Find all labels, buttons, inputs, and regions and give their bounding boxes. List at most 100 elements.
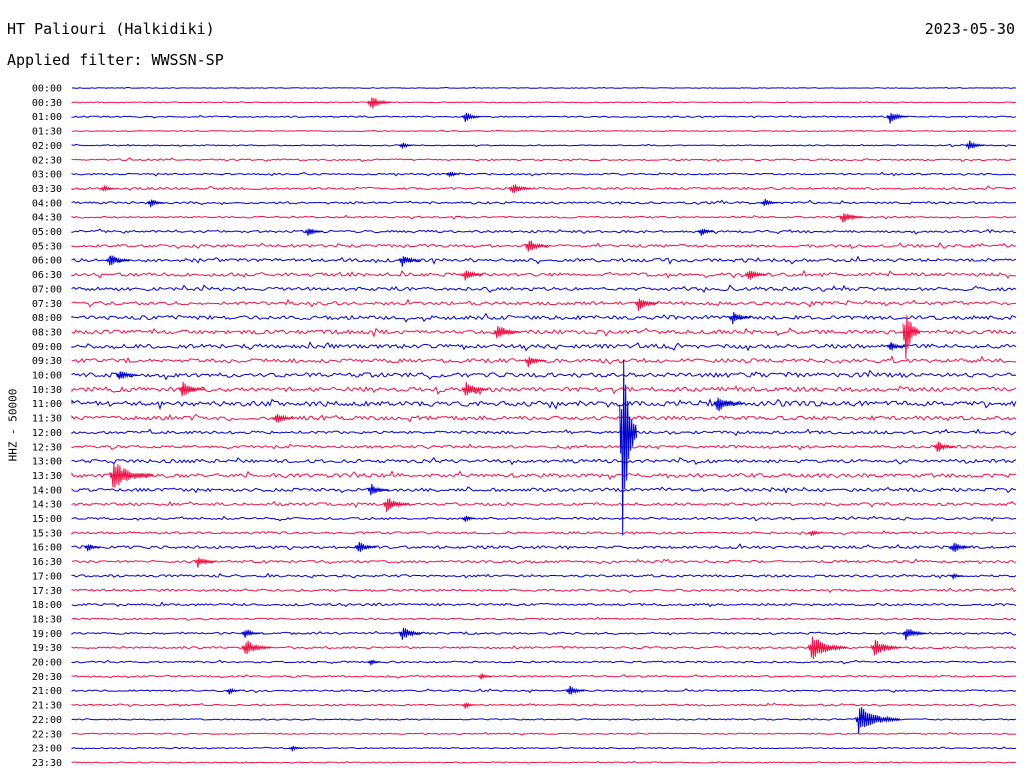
trace-row — [71, 341, 1017, 352]
event-mark — [461, 702, 476, 709]
tick-label: 03:30 — [32, 184, 62, 195]
tick-label: 15:00 — [32, 514, 62, 525]
tick-label: 06:00 — [32, 256, 62, 267]
time-label-group: 00:00 00:30 01:00 01:30 02:00 02:30 03:00 03:30… — [32, 84, 62, 769]
event-mark — [461, 112, 481, 122]
tick-label: 09:30 — [32, 356, 62, 367]
filter-label: Applied filter: WWSSN-SP — [7, 51, 224, 69]
trace-row — [71, 486, 1017, 494]
event-mark — [493, 325, 521, 339]
event-mark — [147, 199, 164, 208]
tick-label: 00:00 — [32, 84, 62, 95]
event-mark — [115, 371, 138, 380]
event-mark — [461, 515, 476, 523]
tick-label: 19:00 — [32, 629, 62, 640]
event-mark — [933, 441, 956, 452]
tick-label: 08:00 — [32, 313, 62, 324]
trace-row — [71, 760, 1017, 764]
event-mark — [398, 256, 421, 267]
event-mark — [886, 112, 909, 124]
event-mark — [619, 359, 638, 536]
tick-label: 07:30 — [32, 299, 62, 310]
tick-label: 04:30 — [32, 213, 62, 224]
trace-row — [71, 214, 1017, 220]
trace-row — [71, 369, 1017, 381]
trace-row — [71, 114, 1017, 119]
trace-row — [71, 659, 1017, 665]
tick-label: 21:30 — [32, 701, 62, 712]
trace-row — [71, 86, 1017, 90]
event-mark — [241, 640, 272, 655]
event-mark — [697, 228, 715, 236]
tick-label: 00:30 — [32, 98, 62, 109]
event-mark — [965, 140, 985, 150]
event-mark — [713, 397, 744, 412]
trace-row — [71, 558, 1017, 565]
trace-row — [71, 143, 1017, 148]
tick-label: 04:00 — [32, 198, 62, 209]
trace-row — [71, 673, 1017, 679]
tick-label: 16:30 — [32, 557, 62, 568]
event-mark — [304, 228, 324, 236]
trace-row — [71, 572, 1017, 579]
tick-label: 14:00 — [32, 485, 62, 496]
trace-row — [71, 616, 1017, 621]
tick-label: 13:30 — [32, 471, 62, 482]
tick-label: 14:30 — [32, 500, 62, 511]
tick-label: 23:00 — [32, 744, 62, 755]
event-mark — [902, 315, 921, 360]
tick-label: 02:30 — [32, 155, 62, 166]
tick-label: 20:00 — [32, 658, 62, 669]
tick-label: 12:00 — [32, 428, 62, 439]
event-mark — [367, 97, 392, 109]
date-label: 2023-05-30 — [924, 20, 1015, 38]
event-mark — [461, 381, 489, 396]
event-mark — [729, 311, 752, 324]
trace-row — [71, 312, 1017, 323]
tick-label: 09:00 — [32, 342, 62, 353]
event-mark — [949, 542, 972, 553]
event-mark — [461, 270, 484, 281]
event-mark — [288, 745, 303, 753]
trace-row — [71, 171, 1017, 177]
trace-group — [71, 86, 1017, 764]
tick-label: 21:00 — [32, 686, 62, 697]
trace-row — [71, 129, 1017, 133]
event-mark — [634, 298, 659, 311]
trace-row — [71, 228, 1017, 235]
trace-row — [71, 284, 1017, 293]
tick-label: 06:30 — [32, 270, 62, 281]
trace-row — [71, 515, 1017, 522]
event-mark — [100, 185, 114, 193]
event-mark — [241, 629, 261, 638]
event-mark — [808, 636, 848, 660]
tick-label: 20:30 — [32, 672, 62, 683]
event-mark — [367, 483, 390, 496]
trace-row — [71, 587, 1017, 594]
event-mark — [524, 240, 549, 252]
event-mark — [839, 213, 864, 223]
trace-row — [71, 456, 1017, 466]
trace-row — [71, 688, 1017, 694]
event-mark — [509, 184, 531, 193]
event-mark — [949, 573, 964, 581]
event-mark — [477, 673, 492, 680]
trace-row — [71, 397, 1017, 411]
trace-row — [71, 327, 1017, 338]
tick-label: 10:00 — [32, 371, 62, 382]
event-mark — [225, 687, 240, 695]
event-mark — [354, 542, 377, 553]
tick-label: 17:30 — [32, 586, 62, 597]
tick-label: 22:30 — [32, 729, 62, 740]
trace-row — [71, 443, 1017, 451]
event-mark — [808, 529, 822, 537]
event-mark — [178, 381, 206, 397]
trace-row — [71, 530, 1017, 536]
event-mark — [367, 659, 382, 666]
trace-row — [71, 746, 1017, 750]
event-group — [84, 97, 985, 753]
event-mark — [745, 270, 767, 280]
trace-row — [71, 645, 1016, 651]
trace-row — [71, 385, 1017, 396]
